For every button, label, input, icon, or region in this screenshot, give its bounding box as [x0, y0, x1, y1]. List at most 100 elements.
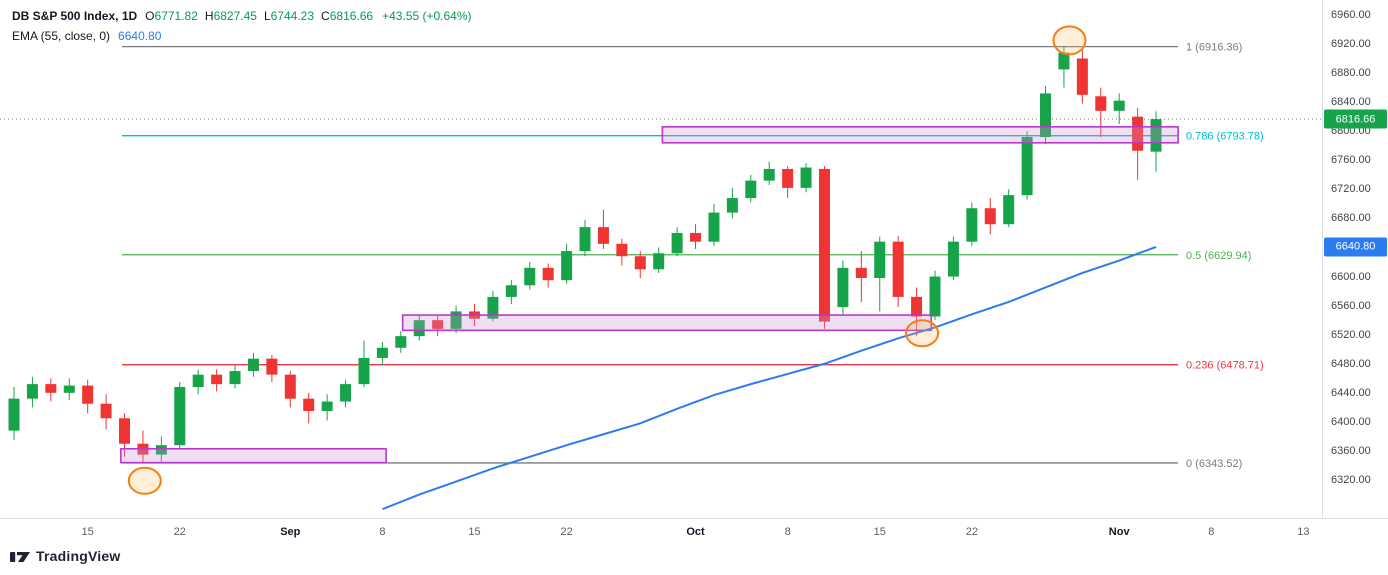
candle-sep-11[interactable] — [432, 320, 444, 329]
candle-oct-29[interactable] — [1058, 52, 1070, 70]
price-axis-label: 6840.00 — [1331, 96, 1371, 109]
candle-oct-13[interactable] — [837, 267, 849, 308]
candle-sep-22[interactable] — [561, 251, 573, 281]
fib-label: 0.5 (6629.94) — [1186, 250, 1251, 262]
candle-sep-3[interactable] — [321, 401, 333, 412]
candle-sep-16[interactable] — [487, 296, 499, 319]
candle-sep-17[interactable] — [505, 285, 517, 297]
candle-nov-4[interactable] — [1132, 116, 1144, 151]
candle-aug-21[interactable] — [155, 445, 167, 455]
candle-aug-25[interactable] — [192, 374, 204, 388]
time-axis-label: 8 — [379, 526, 386, 538]
candle-aug-13[interactable] — [45, 384, 57, 393]
candle-oct-3[interactable] — [726, 198, 738, 213]
candle-oct-22[interactable] — [966, 208, 978, 242]
candle-sep-19[interactable] — [542, 267, 554, 281]
candle-sep-8[interactable] — [376, 347, 388, 358]
candle-sep-30[interactable] — [671, 232, 683, 254]
candle-aug-18[interactable] — [100, 403, 112, 419]
candle-aug-29[interactable] — [266, 358, 278, 375]
candle-oct-14[interactable] — [855, 267, 867, 279]
candle-oct-6[interactable] — [745, 180, 757, 199]
candle-oct-1[interactable] — [690, 232, 702, 242]
ohlc-low: L6744.23 — [263, 9, 315, 23]
highlight-circle-1[interactable] — [127, 466, 162, 495]
zone-rectangle-2[interactable] — [401, 314, 933, 332]
candle-aug-14[interactable] — [63, 385, 75, 393]
ema-price-badge: 6640.80 — [1324, 237, 1387, 257]
candle-oct-31[interactable] — [1095, 96, 1107, 111]
tradingview-watermark[interactable]: TradingView — [10, 547, 120, 565]
candle-oct-24[interactable] — [1003, 195, 1015, 225]
ema-line[interactable] — [382, 245, 1157, 511]
candle-sep-26[interactable] — [634, 256, 646, 270]
time-axis-label: Sep — [280, 526, 301, 538]
fib-label: 0.786 (6793.78) — [1186, 131, 1264, 143]
change-value: +43.55 (+0.64%) — [382, 9, 472, 23]
highlight-circle-2[interactable] — [905, 319, 940, 348]
candle-oct-9[interactable] — [800, 167, 812, 188]
price-axis-label: 6400.00 — [1331, 415, 1371, 428]
zone-rectangle-1[interactable] — [120, 447, 387, 464]
candle-sep-29[interactable] — [653, 253, 665, 270]
candle-oct-28[interactable] — [1040, 93, 1052, 138]
price-axis-label: 6960.00 — [1331, 8, 1371, 21]
candle-aug-12[interactable] — [26, 384, 38, 399]
candle-nov-3[interactable] — [1113, 100, 1125, 111]
candle-aug-19[interactable] — [119, 418, 131, 444]
time-axis[interactable]: 15 22 Sep 8 15 22 Oct 8 15 22 Nov 8 13 — [0, 518, 1388, 549]
price-axis-label: 6760.00 — [1331, 154, 1371, 167]
candle-aug-11[interactable] — [8, 398, 20, 431]
chart-plot-area[interactable]: 1 (6916.36) 0.786 (6793.78) 0.5 (6629.94) 0… — [0, 0, 1322, 518]
candle-sep-4[interactable] — [340, 384, 352, 402]
candle-oct-15[interactable] — [874, 241, 886, 279]
price-axis-label: 6920.00 — [1331, 37, 1371, 50]
candle-oct-17[interactable] — [911, 296, 923, 317]
candle-oct-21[interactable] — [947, 241, 959, 277]
candle-sep-2[interactable] — [303, 398, 315, 412]
candle-aug-22[interactable] — [174, 387, 186, 446]
candle-oct-27[interactable] — [1021, 137, 1033, 196]
price-axis-label: 6520.00 — [1331, 328, 1371, 341]
time-axis-label: 8 — [1208, 526, 1215, 538]
time-axis-label: 22 — [560, 526, 573, 538]
highlight-circle-3[interactable] — [1052, 25, 1087, 56]
candle-nov-5[interactable] — [1150, 119, 1162, 152]
candle-sep-25[interactable] — [616, 243, 628, 257]
candle-oct-23[interactable] — [984, 208, 996, 225]
candle-aug-26[interactable] — [211, 374, 223, 385]
candle-sep-1[interactable] — [284, 374, 296, 399]
zone-rectangle-3[interactable] — [661, 126, 1179, 144]
candle-oct-30[interactable] — [1076, 58, 1088, 95]
ohlc-open: O6771.82 — [145, 9, 198, 23]
time-axis-label: Nov — [1108, 526, 1130, 538]
candle-aug-27[interactable] — [229, 371, 241, 385]
price-axis-label: 6560.00 — [1331, 299, 1371, 312]
ema-indicator-label[interactable]: EMA (55, close, 0) — [12, 29, 111, 43]
fib-label: 0 (6343.52) — [1186, 458, 1242, 470]
candle-sep-10[interactable] — [413, 320, 425, 337]
candle-sep-9[interactable] — [395, 336, 407, 348]
symbol-legend-row: DB S&P 500 Index, 1D O6771.82 H6827.45 L… — [12, 6, 472, 26]
candle-oct-7[interactable] — [763, 168, 775, 181]
candle-oct-16[interactable] — [892, 241, 904, 297]
candle-sep-24[interactable] — [597, 227, 609, 244]
candle-oct-10[interactable] — [818, 168, 830, 322]
price-axis-label: 6680.00 — [1331, 212, 1371, 225]
tradingview-watermark-text: TradingView — [36, 548, 121, 564]
ema-indicator-value: 6640.80 — [118, 29, 162, 43]
time-axis-label: 8 — [784, 526, 791, 538]
price-axis[interactable]: 6816.66 6640.80 6320.00 6360.00 6400.00 644… — [1322, 0, 1388, 518]
candle-aug-15[interactable] — [82, 385, 94, 404]
candle-oct-20[interactable] — [929, 276, 941, 317]
candle-oct-8[interactable] — [782, 168, 794, 188]
ohlc-high: H6827.45 — [204, 9, 257, 23]
candle-sep-12[interactable] — [450, 311, 462, 329]
candle-aug-28[interactable] — [247, 358, 259, 372]
candle-sep-23[interactable] — [579, 227, 591, 252]
symbol-title[interactable]: DB S&P 500 Index, 1D — [12, 9, 138, 23]
candle-sep-5[interactable] — [358, 357, 370, 385]
candle-oct-2[interactable] — [708, 212, 720, 242]
time-axis-label: Oct — [686, 526, 705, 538]
candle-sep-18[interactable] — [524, 267, 536, 286]
